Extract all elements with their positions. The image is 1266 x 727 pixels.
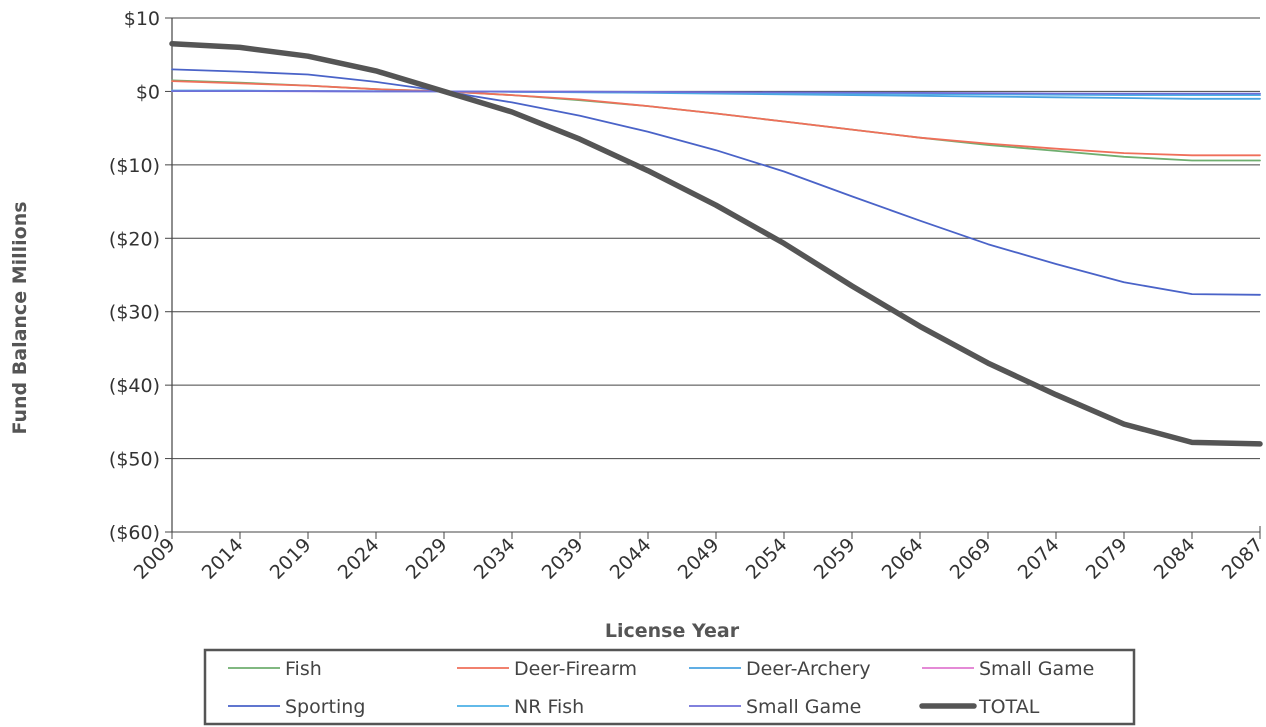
series-line-6 [171, 90, 1261, 95]
y-tick-label: $10 [124, 8, 160, 30]
legend-label-1: Deer-Firearm [514, 658, 637, 680]
y-tick-label: ($20) [109, 228, 160, 250]
y-tick-label: ($60) [109, 522, 160, 544]
y-tick-label: ($40) [109, 375, 160, 397]
legend: Fish Deer-Firearm Deer-Archery Small Game Sp… [203, 648, 1136, 726]
legend-items: Fish Deer-Firearm Deer-Archery Small Game Sp… [228, 658, 1094, 718]
y-tick-label: $0 [136, 81, 160, 103]
series-line-1 [171, 80, 1261, 157]
legend-label-4: Sporting [285, 696, 365, 718]
y-tick-labels: $10 $0 ($10) ($20) ($30) ($40) ($50) ($60) [109, 8, 160, 544]
y-tick-label: ($30) [109, 302, 160, 324]
axes [165, 17, 1261, 539]
y-tick-label: ($50) [109, 449, 160, 471]
y-tick-label: ($10) [109, 155, 160, 177]
series-line-4 [171, 68, 1261, 296]
legend-label-3: Small Game [979, 658, 1094, 680]
legend-label-5: NR Fish [514, 696, 584, 718]
series-line-7 [169, 40, 1263, 447]
legend-label-0: Fish [285, 658, 322, 680]
legend-label-7: TOTAL [978, 696, 1040, 718]
legend-label-6: Small Game [746, 696, 861, 718]
y-axis-title: Fund Balance Millions [9, 201, 31, 434]
legend-label-2: Deer-Archery [746, 658, 871, 680]
legend-box [203, 648, 1136, 726]
x-axis-title: License Year [605, 620, 740, 642]
series-lines [169, 40, 1263, 447]
